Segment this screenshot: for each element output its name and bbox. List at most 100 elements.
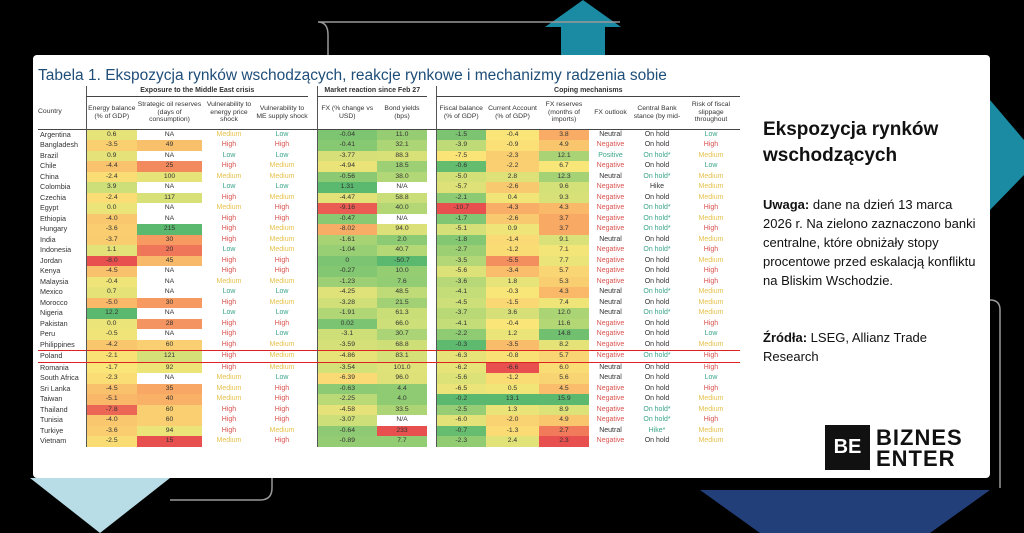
data-cell: -2.5	[85, 436, 137, 447]
data-cell: 11.0	[377, 129, 427, 140]
data-cell: 49	[137, 140, 202, 151]
data-cell: Medium	[216, 204, 242, 211]
data-cell: High	[221, 193, 237, 201]
data-cell: Medium	[698, 437, 724, 444]
data-cell: 0.7	[85, 287, 137, 298]
table-row: Thailand -7.8 60 High High -4.58 33.5 -2.5 1.3 8.…	[38, 404, 740, 415]
data-cell: Neutral	[599, 130, 622, 138]
data-cell: -1.3	[486, 425, 539, 436]
data-cell: -0.27	[316, 266, 377, 277]
data-cell: -4.86	[316, 350, 377, 363]
data-cell: -6.0	[435, 415, 486, 426]
data-cell: High	[221, 267, 237, 274]
data-cell: -1.7	[435, 213, 486, 224]
data-cell: -8.02	[316, 224, 377, 235]
data-cell: Medium	[698, 256, 724, 264]
data-cell: -5.5	[486, 255, 539, 266]
column-header: Bond yields (bps)	[384, 104, 420, 120]
country-cell: Thailand	[40, 404, 68, 414]
group-exposure: Exposure to the Middle East crisis	[85, 86, 308, 97]
data-cell: -4.47	[316, 192, 377, 203]
sources: Źródła: LSEG, Allianz Trade Research	[763, 328, 978, 366]
data-cell: -2.5	[435, 404, 486, 415]
table-row: Kenya -4.5 NA High High -0.27 10.0 -5.6 -3.4 5.7 N…	[38, 266, 740, 277]
data-cell: Negative	[596, 214, 625, 222]
data-cell: -2.7	[435, 245, 486, 256]
data-cell: 1.31	[316, 182, 377, 193]
data-cell: 12.0	[539, 308, 589, 319]
country-cell: Romania	[40, 362, 69, 372]
data-cell: High	[221, 162, 237, 169]
data-cell: 10.0	[377, 266, 427, 277]
data-cell: 4.5	[539, 383, 589, 394]
data-cell: High	[703, 319, 719, 327]
data-cell: Medium	[269, 235, 295, 243]
table-row: Colombia 3.9 NA Low Low 1.31 N/A -5.7 -2.6 9.6 Neg…	[38, 182, 740, 193]
country-cell: Colombia	[40, 182, 71, 191]
data-cell: 7.4	[539, 297, 589, 308]
data-cell: -1.91	[316, 308, 377, 319]
side-panel: Ekspozycja rynków wschodzących Uwaga: da…	[763, 117, 978, 366]
data-cell: Medium	[216, 437, 242, 444]
data-cell: 0	[316, 255, 377, 266]
data-cell: 2.8	[486, 171, 539, 182]
data-cell: Medium	[269, 162, 295, 169]
data-cell: Medium	[269, 225, 295, 232]
data-cell: -3.9	[435, 140, 486, 151]
data-cell: High	[703, 267, 719, 274]
data-cell: 94.0	[377, 224, 427, 235]
country-cell: Peru	[40, 329, 56, 338]
data-cell: Medium	[269, 193, 295, 201]
teal-right-arrow	[990, 100, 1024, 210]
data-cell: High	[221, 405, 237, 413]
data-cell: Medium	[698, 405, 724, 413]
data-cell: Neutral	[599, 426, 622, 434]
column-header: Strategic oil reserves (days of consumpt…	[137, 101, 202, 124]
data-cell: 0.9	[85, 150, 137, 161]
data-cell: High	[221, 330, 237, 337]
table-row: Sri Lanka -4.5 35 Medium High -0.63 4.4 -6.5 0.5…	[38, 383, 740, 394]
table-row: Philippines -4.2 60 High Medium -3.59 68.8 -0.3…	[38, 339, 740, 351]
data-cell: Low	[704, 330, 718, 337]
data-cell: -2.2	[486, 161, 539, 172]
data-cell: 32.1	[377, 140, 427, 151]
data-cell: 28	[137, 318, 202, 329]
data-cell: -4.5	[435, 297, 486, 308]
data-cell: -0.3	[435, 339, 486, 351]
table-row: Brazil 0.9 NA Low Low -3.77 88.3 -7.5 -2.3 12.1 Po…	[38, 150, 740, 161]
data-cell: -0.9	[486, 140, 539, 151]
data-cell: -2.1	[435, 192, 486, 203]
data-cell: 100	[137, 171, 202, 182]
data-cell: -2.3	[486, 150, 539, 161]
data-cell: -3.6	[85, 224, 137, 235]
note-text: dane na dzień 13 marca 2026 r. Na zielon…	[763, 197, 976, 288]
data-cell: 2.7	[539, 425, 589, 436]
country-cell: Taiwan	[40, 394, 63, 403]
data-cell: 40.7	[377, 245, 427, 256]
data-cell: Medium	[269, 426, 295, 434]
data-cell: -1.8	[435, 234, 486, 245]
data-cell: 101.0	[377, 362, 427, 373]
data-cell: 45	[137, 255, 202, 266]
data-cell: 60	[137, 415, 202, 426]
source-label: Źródła:	[763, 330, 808, 345]
data-cell: 6.0	[539, 362, 589, 373]
data-cell: Medium	[216, 172, 242, 180]
country-cell: Tunisia	[40, 415, 63, 424]
data-cell: Negative	[596, 330, 625, 337]
data-cell: -0.04	[316, 129, 377, 140]
data-cell: Low	[275, 374, 289, 381]
data-cell: Low	[275, 183, 289, 190]
data-cell: 7.7	[377, 436, 427, 447]
data-cell: 3.9	[85, 182, 137, 193]
data-cell: High	[703, 141, 719, 148]
data-cell: -1.5	[486, 297, 539, 308]
data-cell: High	[274, 256, 290, 264]
data-cell: -8.0	[85, 255, 137, 266]
data-cell: 3.7	[539, 224, 589, 235]
data-cell: -4.25	[316, 287, 377, 298]
data-cell: Low	[704, 162, 718, 169]
connector-line	[317, 21, 620, 55]
data-cell: NA	[164, 130, 175, 138]
data-cell: -6.6	[486, 362, 539, 373]
